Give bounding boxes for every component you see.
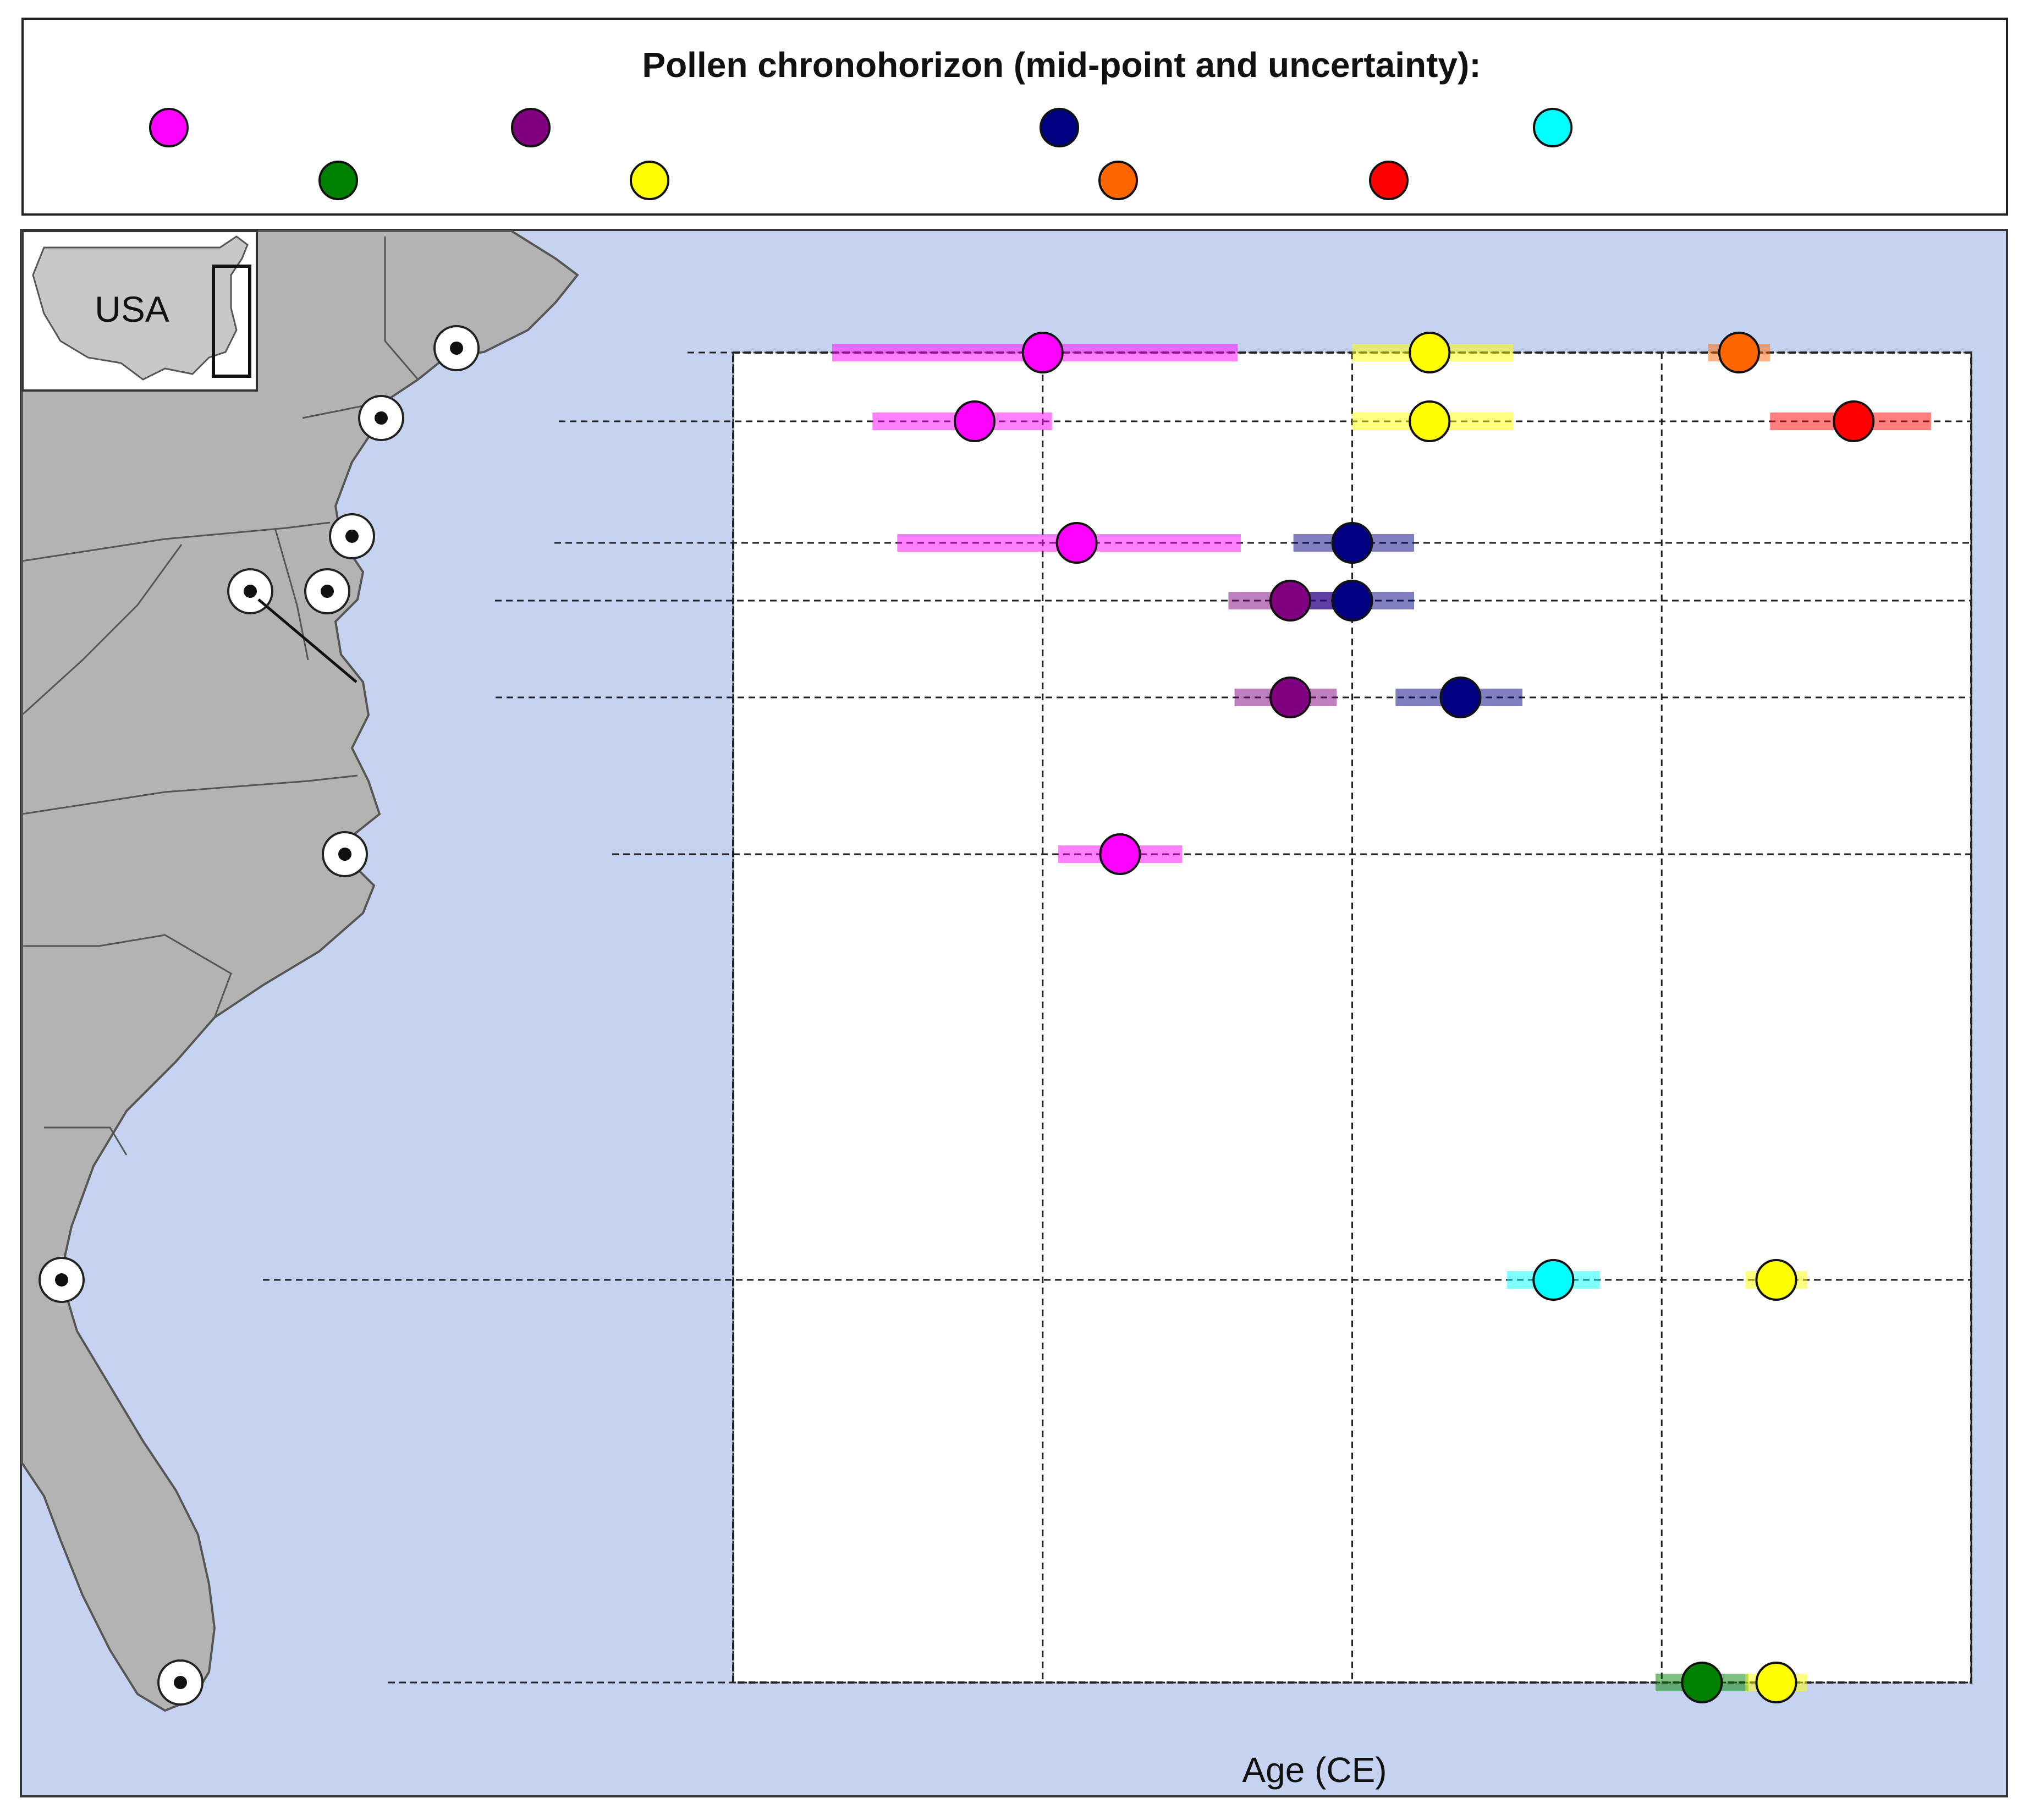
midpoint-0-1	[1409, 332, 1451, 373]
midpoint-3-0	[1269, 580, 1311, 622]
site-marker-3-dot	[321, 585, 334, 598]
legend-swatch-casuarina	[318, 161, 358, 200]
inset-map: USA	[21, 230, 258, 392]
legend-swatch-initial	[149, 108, 189, 147]
midpoint-6-1	[1755, 1259, 1797, 1301]
legend-swatch-chestnut	[1098, 161, 1138, 200]
inset-focus-box	[212, 265, 251, 378]
site-markers	[39, 325, 480, 1706]
midpoint-2-0	[1055, 522, 1098, 564]
site-marker-7-dot	[174, 1676, 187, 1689]
legend-entries	[149, 108, 1572, 200]
midpoint-markers	[953, 332, 1875, 1703]
site-marker-3-b-dot	[244, 585, 257, 598]
legend-swatch-forestry	[630, 161, 669, 200]
midpoint-3-1	[1331, 580, 1373, 622]
midpoint-0-2	[1718, 332, 1760, 373]
midpoint-7-0	[1681, 1662, 1723, 1703]
maryland-connector	[257, 598, 358, 683]
legend-swatch-reforestation	[1369, 161, 1409, 200]
legend-title: Pollen chronohorizon (mid-point and unce…	[642, 45, 1481, 85]
midpoint-5-0	[1099, 833, 1141, 875]
inset-label: USA	[95, 289, 169, 329]
site-marker-2-dot	[345, 530, 359, 543]
midpoint-4-0	[1269, 677, 1311, 718]
midpoint-0-0	[1021, 332, 1064, 373]
midpoint-2-1	[1331, 522, 1373, 564]
legend-swatch-peak	[511, 108, 551, 147]
usa-outline	[32, 235, 249, 381]
site-marker-5-dot	[338, 848, 351, 861]
midpoint-7-1	[1755, 1662, 1797, 1703]
site-marker-6-dot	[55, 1273, 68, 1286]
site-marker-1-dot	[375, 411, 388, 425]
midpoint-1-0	[953, 400, 996, 442]
legend: Pollen chronohorizon (mid-point and unce…	[21, 18, 2008, 216]
legend-swatch-railroad	[1533, 108, 1572, 147]
midpoint-1-2	[1833, 400, 1875, 442]
x-axis-label: Age (CE)	[1242, 1750, 1387, 1790]
legend-swatch-lowest	[1040, 108, 1079, 147]
grid	[732, 353, 1972, 1682]
midpoint-6-0	[1532, 1259, 1575, 1301]
midpoint-4-1	[1439, 677, 1482, 718]
midpoint-1-1	[1409, 400, 1451, 442]
site-marker-0-dot	[450, 342, 463, 355]
